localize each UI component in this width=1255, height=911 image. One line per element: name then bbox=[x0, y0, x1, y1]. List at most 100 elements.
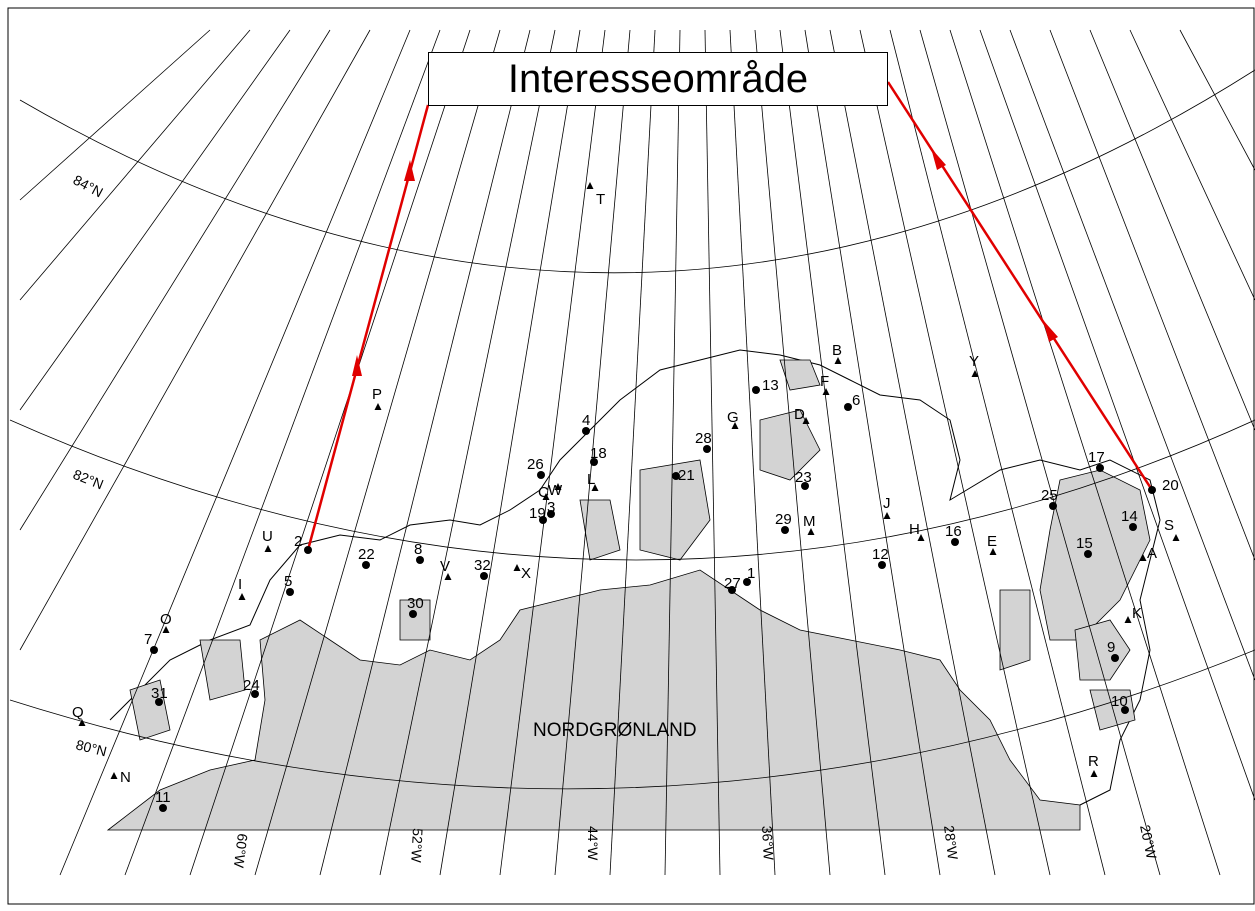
triangle-marker bbox=[238, 593, 246, 600]
station-label: 6 bbox=[852, 392, 860, 409]
arrow-icon bbox=[404, 160, 415, 181]
station-label: 2 bbox=[294, 533, 302, 550]
station-letter-label: T bbox=[596, 191, 605, 208]
station-letter-label: A bbox=[1147, 545, 1157, 562]
station-label: 10 bbox=[1111, 693, 1128, 710]
station-marker bbox=[286, 588, 294, 596]
station-marker bbox=[150, 646, 158, 654]
triangle-marker bbox=[731, 422, 739, 429]
station-label: 20 bbox=[1162, 477, 1179, 494]
station-marker bbox=[672, 472, 680, 480]
station-letter-label: I bbox=[238, 576, 242, 593]
station-letter-label: D bbox=[794, 406, 805, 423]
lon-label-60w: 60°W bbox=[231, 833, 251, 870]
triangle-marker bbox=[1124, 616, 1132, 623]
station-label: 17 bbox=[1088, 449, 1105, 466]
station-marker bbox=[878, 561, 886, 569]
station-letter-label: C bbox=[538, 484, 549, 501]
latitude-lines bbox=[9, 69, 1255, 790]
station-letter-label: P bbox=[372, 386, 382, 403]
triangle-marker bbox=[802, 417, 810, 424]
station-letter-label: S bbox=[1164, 517, 1174, 534]
station-marker bbox=[1129, 523, 1137, 531]
arrow-icon bbox=[352, 355, 362, 376]
station-label: 28 bbox=[695, 430, 712, 447]
station-marker bbox=[1111, 654, 1119, 662]
station-marker bbox=[539, 516, 547, 524]
station-letter-label: V bbox=[440, 558, 450, 575]
station-label: 29 bbox=[775, 511, 792, 528]
triangle-marker bbox=[822, 388, 830, 395]
triangle-marker bbox=[374, 403, 382, 410]
station-letter-label: L bbox=[587, 471, 595, 488]
triangle-marker bbox=[110, 772, 118, 779]
flight-route bbox=[306, 81, 1154, 551]
station-letter-label: K bbox=[1132, 605, 1142, 622]
station-letter-label: Y bbox=[969, 353, 979, 370]
islands bbox=[129, 359, 1151, 741]
station-marker bbox=[251, 690, 259, 698]
numbered-stations: 1234567891011121314151617181920212223242… bbox=[144, 377, 1179, 812]
station-letter-label: M bbox=[803, 513, 816, 530]
triangle-marker bbox=[513, 564, 521, 571]
station-label: 31 bbox=[151, 685, 168, 702]
route-arrows bbox=[352, 148, 1058, 376]
triangle-marker bbox=[834, 357, 842, 364]
lat-84 bbox=[19, 69, 1255, 274]
station-label: 13 bbox=[762, 377, 779, 394]
ice-sheet bbox=[106, 569, 1081, 831]
station-label: 9 bbox=[1107, 639, 1115, 656]
station-letter-label: E bbox=[987, 533, 997, 550]
triangle-marker bbox=[542, 493, 550, 500]
triangle-marker bbox=[883, 512, 891, 519]
station-letter-label: N bbox=[120, 769, 131, 786]
station-marker bbox=[537, 471, 545, 479]
arrow-icon bbox=[931, 148, 946, 170]
station-label: 30 bbox=[407, 595, 424, 612]
station-marker bbox=[1084, 550, 1092, 558]
triangle-marker bbox=[162, 626, 170, 633]
station-label: 4 bbox=[582, 412, 590, 429]
station-label: 1 bbox=[747, 565, 755, 582]
station-marker bbox=[155, 698, 163, 706]
triangle-marker bbox=[591, 484, 599, 491]
station-letter-label: G bbox=[727, 409, 739, 426]
arrow-icon bbox=[1043, 320, 1058, 342]
station-marker bbox=[582, 427, 590, 435]
station-marker bbox=[951, 538, 959, 546]
station-label: 11 bbox=[155, 789, 171, 806]
station-label: 7 bbox=[144, 631, 152, 648]
station-label: 19 bbox=[529, 505, 546, 522]
triangle-marker bbox=[807, 528, 815, 535]
station-letter-label: R bbox=[1088, 753, 1099, 770]
station-letter-label: X bbox=[521, 565, 531, 582]
station-letter-label: U bbox=[262, 528, 273, 545]
region-label: NORDGRØNLAND bbox=[533, 720, 697, 741]
station-marker bbox=[590, 458, 598, 466]
station-label: 8 bbox=[414, 541, 422, 558]
map-border bbox=[7, 7, 1255, 905]
station-marker bbox=[159, 804, 167, 812]
lon-label-28w: 28°W bbox=[941, 824, 961, 861]
station-label: 21 bbox=[678, 467, 695, 484]
station-marker bbox=[547, 510, 555, 518]
station-label: 3 bbox=[547, 499, 555, 516]
lat-82 bbox=[9, 419, 1255, 561]
triangle-marker bbox=[1139, 554, 1147, 561]
lat-80 bbox=[9, 649, 1255, 790]
station-label: 32 bbox=[474, 557, 491, 574]
station-marker bbox=[409, 610, 417, 618]
station-marker bbox=[703, 445, 711, 453]
station-marker bbox=[752, 386, 760, 394]
station-label: 14 bbox=[1121, 508, 1138, 525]
station-marker bbox=[801, 482, 809, 490]
station-letter-label: H bbox=[909, 521, 920, 538]
station-marker bbox=[1049, 502, 1057, 510]
station-label: 22 bbox=[358, 546, 375, 563]
lat-label-84: 84°N bbox=[71, 172, 106, 201]
station-label: 18 bbox=[590, 445, 607, 462]
station-label: 26 bbox=[527, 456, 544, 473]
station-marker bbox=[743, 578, 751, 586]
